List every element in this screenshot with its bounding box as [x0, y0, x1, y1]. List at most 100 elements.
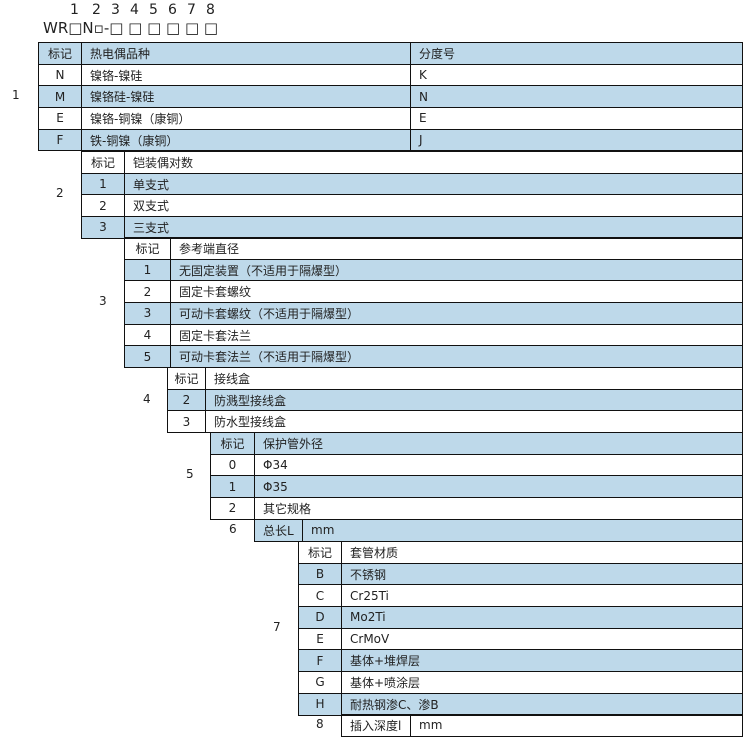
table-header-row: 标记 参考端直径 [124, 237, 743, 260]
code-digit: 7 [187, 2, 196, 18]
header-cell: 接线盒 [205, 367, 743, 390]
table-header-row: 标记 保护管外径 [210, 432, 743, 455]
table-cell: E [38, 107, 82, 130]
header-cell: 标记 [38, 42, 82, 65]
table-row: C Cr25Ti [298, 584, 743, 608]
header-cell: 铠装偶对数 [124, 151, 743, 174]
table-cell: 3 [81, 216, 125, 239]
table-row: 4 固定卡套法兰 [124, 323, 743, 347]
header-cell: 插入深度l [341, 714, 411, 737]
table-header-row: 总长L mm [254, 519, 743, 542]
table-row: 2 双支式 [81, 194, 743, 218]
table-row: 0 Φ34 [210, 453, 743, 477]
code-digit: 1 [70, 2, 79, 18]
table-cell: 防水型接线盒 [205, 410, 743, 434]
table-cell: F [38, 128, 82, 152]
section-7-table: 标记 套管材质 B 不锈钢 C Cr25Ti D Mo2Ti E CrMoV F 基体+堆焊层 G 基体+… [298, 541, 743, 716]
table-row: F 铁-铜镍（康铜） J [38, 128, 743, 152]
table-cell: K [410, 63, 743, 87]
table-row: 5 可动卡套法兰（不适用于隔爆型） [124, 345, 743, 369]
header-cell: 标记 [81, 151, 125, 174]
section-8-table: 插入深度l mm [341, 714, 743, 737]
table-cell: 固定卡套法兰 [170, 323, 743, 347]
table-cell: 2 [210, 497, 255, 520]
header-cell: 套管材质 [341, 541, 743, 564]
table-cell: 2 [81, 194, 125, 218]
table-cell: 不锈钢 [341, 562, 743, 586]
table-row: 3 防水型接线盒 [167, 410, 743, 434]
section-3-table: 标记 参考端直径 1 无固定装置（不适用于隔爆型） 2 固定卡套螺纹 3 可动卡套螺纹（不适用… [124, 237, 743, 369]
table-row: 2 其它规格 [210, 497, 743, 520]
table-row: H 耐热钢渗C、渗B [298, 692, 743, 716]
header-cell: 热电偶品种 [81, 42, 411, 65]
table-row: 1 Φ35 [210, 475, 743, 499]
section-number-label: 7 [273, 619, 281, 634]
table-cell: J [410, 128, 743, 152]
table-cell: 3 [124, 302, 171, 325]
table-cell: 0 [210, 453, 255, 477]
section-number-label: 1 [12, 88, 20, 103]
table-row: 2 固定卡套螺纹 [124, 280, 743, 304]
table-header-row: 标记 热电偶品种 分度号 [38, 42, 743, 65]
code-digit: 4 [130, 2, 139, 18]
section-number-label: 2 [56, 186, 64, 201]
table-header-row: 标记 接线盒 [167, 367, 743, 390]
table-cell: N [410, 85, 743, 109]
table-cell: 镍铬硅-镍硅 [81, 85, 411, 109]
table-row: E CrMoV [298, 627, 743, 651]
table-cell: 单支式 [124, 172, 743, 196]
table-cell: Φ34 [254, 453, 743, 477]
code-digit: 8 [206, 2, 215, 18]
table-row: G 基体+喷涂层 [298, 671, 743, 694]
table-cell: 1 [210, 475, 255, 499]
header-cell: 标记 [210, 432, 255, 455]
table-cell: 1 [124, 258, 171, 282]
table-row: N 镍铬-镍硅 K [38, 63, 743, 87]
table-cell: 镍铬-铜镍（康铜） [81, 107, 411, 130]
code-digit: 6 [168, 2, 177, 18]
table-row: 1 无固定装置（不适用于隔爆型） [124, 258, 743, 282]
table-cell: 可动卡套法兰（不适用于隔爆型） [170, 345, 743, 369]
section-number-label: 8 [316, 716, 324, 731]
header-cell: mm [302, 519, 743, 542]
section-4-table: 标记 接线盒 2 防溅型接线盒 3 防水型接线盒 [167, 367, 743, 434]
header-cell: 总长L [254, 519, 303, 542]
table-row: D Mo2Ti [298, 606, 743, 629]
table-row: B 不锈钢 [298, 562, 743, 586]
model-code-pattern: WR□N▫-□ □ □ □ □ □ [43, 19, 219, 37]
table-cell: 其它规格 [254, 497, 743, 520]
table-cell: 基体+堆焊层 [341, 649, 743, 673]
section-number-label: 4 [143, 391, 151, 406]
table-row: 2 防溅型接线盒 [167, 388, 743, 412]
table-cell: 双支式 [124, 194, 743, 218]
table-cell: 3 [167, 410, 206, 434]
code-digit: 5 [149, 2, 158, 18]
section-2-table: 标记 铠装偶对数 1 单支式 2 双支式 3 三支式 [81, 151, 743, 239]
table-cell: E [298, 627, 342, 651]
table-cell: 1 [81, 172, 125, 196]
table-cell: 耐热钢渗C、渗B [341, 692, 743, 716]
code-digit: 3 [111, 2, 120, 18]
table-cell: C [298, 584, 342, 608]
section-number-label: 5 [186, 467, 194, 482]
header-cell: 参考端直径 [170, 237, 743, 260]
section-5-table: 标记 保护管外径 0 Φ34 1 Φ35 2 其它规格 [210, 432, 743, 520]
table-cell: B [298, 562, 342, 586]
table-row: 3 可动卡套螺纹（不适用于隔爆型） [124, 302, 743, 325]
table-cell: 镍铬-镍硅 [81, 63, 411, 87]
table-cell: D [298, 606, 342, 629]
table-row: 3 三支式 [81, 216, 743, 239]
table-cell: 无固定装置（不适用于隔爆型） [170, 258, 743, 282]
section-1-table: 标记 热电偶品种 分度号 N 镍铬-镍硅 K M 镍铬硅-镍硅 N E 镍铬-铜镍（康铜） E F 铁-铜… [38, 42, 743, 152]
header-cell: 标记 [167, 367, 206, 390]
table-cell: H [298, 692, 342, 716]
header-cell: mm [410, 714, 743, 737]
table-cell: 5 [124, 345, 171, 369]
table-cell: CrMoV [341, 627, 743, 651]
table-cell: G [298, 671, 342, 694]
table-cell: M [38, 85, 82, 109]
table-header-row: 标记 套管材质 [298, 541, 743, 564]
code-digit: 2 [92, 2, 101, 18]
table-cell: 固定卡套螺纹 [170, 280, 743, 304]
